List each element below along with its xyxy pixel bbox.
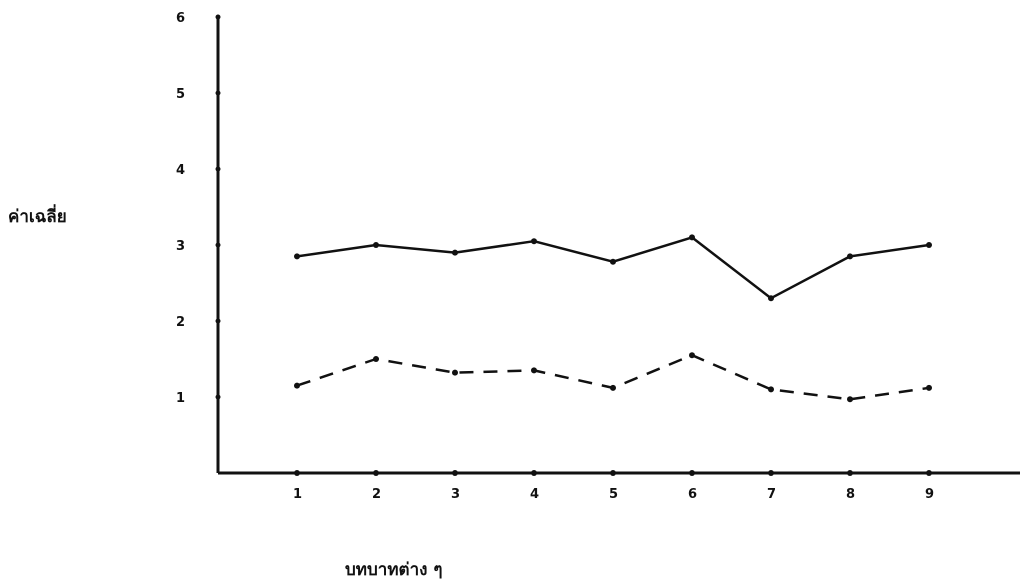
y-tick-label: 6 (176, 11, 185, 26)
x-tick-label: 8 (846, 487, 855, 502)
x-tick-label: 4 (530, 487, 539, 502)
series-1-point (689, 234, 695, 241)
x-tick-label: 3 (451, 487, 460, 502)
series-2-point (847, 396, 853, 403)
x-tick-mark (847, 470, 853, 476)
series-2-point (926, 384, 932, 391)
x-tick-mark (610, 470, 616, 476)
y-tick-mark (215, 242, 221, 248)
series-1-point (926, 242, 932, 248)
x-tick-label: 2 (372, 487, 381, 502)
x-tick-mark (768, 470, 774, 476)
x-tick-mark (689, 470, 695, 476)
x-tick-mark (531, 470, 537, 476)
x-tick-mark (452, 470, 458, 476)
series-2-point (610, 384, 616, 391)
x-tick-label: 9 (925, 487, 934, 502)
y-tick-mark (215, 166, 221, 172)
series-1-point (452, 249, 458, 256)
series-1-point (847, 253, 853, 260)
series-1-point (373, 242, 379, 248)
series-2-point (373, 356, 379, 362)
y-tick-label: 1 (176, 391, 185, 406)
x-axis-label: บทบาทต่าง ๆ (345, 560, 442, 580)
y-tick-mark (215, 90, 221, 96)
series-1-point (294, 253, 300, 260)
y-axis-label: ค่าเฉลี่ย (8, 204, 67, 227)
y-tick-mark (215, 318, 221, 324)
y-tick-label: 3 (176, 239, 185, 254)
y-tick-label: 2 (176, 315, 185, 330)
x-tick-label: 6 (688, 487, 697, 502)
y-tick-label: 5 (176, 87, 185, 102)
x-tick-mark (373, 470, 379, 476)
x-tick-label: 5 (609, 487, 618, 502)
y-tick-mark (215, 14, 221, 20)
series-2-point (689, 352, 695, 359)
tick-labels: 1 2 3 4 5 6 1 2 3 4 5 6 7 8 9 (176, 11, 934, 502)
series-2-point (768, 386, 774, 393)
x-tick-mark (294, 470, 300, 476)
series-1-point (610, 258, 616, 265)
series-2-point (452, 369, 458, 376)
x-tick-label: 1 (293, 487, 302, 502)
y-tick-label: 4 (176, 163, 185, 178)
series-1-point (531, 238, 537, 245)
series-lines (294, 234, 932, 403)
series-2-point (531, 367, 537, 374)
series-1-line (296, 236, 930, 300)
series-1-point (768, 295, 774, 302)
series-2-line (296, 353, 930, 401)
axes (216, 18, 1020, 475)
series-2-point (294, 382, 300, 389)
x-tick-label: 7 (767, 487, 776, 502)
x-tick-mark (926, 470, 932, 476)
y-tick-mark (215, 394, 221, 400)
